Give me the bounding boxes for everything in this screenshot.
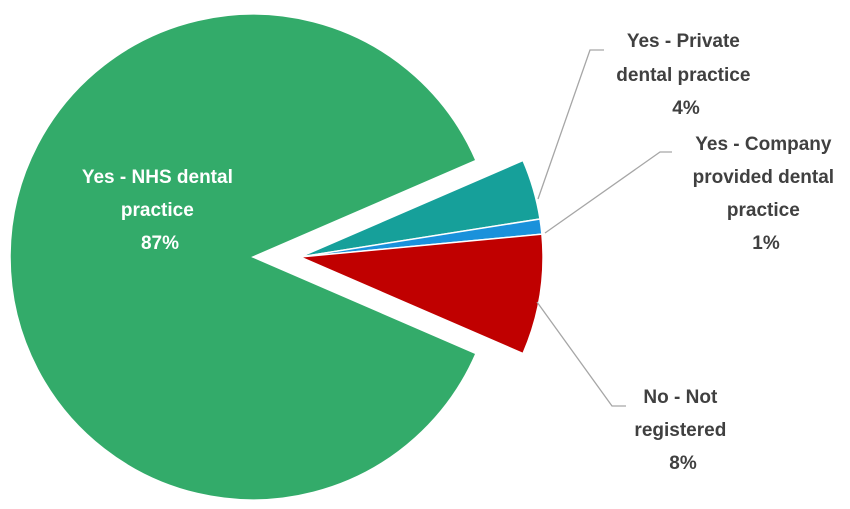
leader-line-private (537, 49, 604, 200)
data-label-company: Yes - Company provided dental practice 1… (693, 134, 840, 254)
leader-line-not-registered (536, 301, 626, 407)
pie-slice-nhs (9, 13, 478, 501)
pie-slice-not-registered (299, 233, 544, 355)
leader-line-company (544, 151, 672, 234)
data-label-not-registered: No - Not registered 8% (634, 387, 731, 474)
data-label-private: Yes - Private dental practice 4% (616, 31, 755, 119)
data-label-nhs: Yes - NHS dental practice 87% (82, 167, 238, 254)
leader-lines (536, 49, 672, 407)
pie-slices (9, 13, 544, 501)
